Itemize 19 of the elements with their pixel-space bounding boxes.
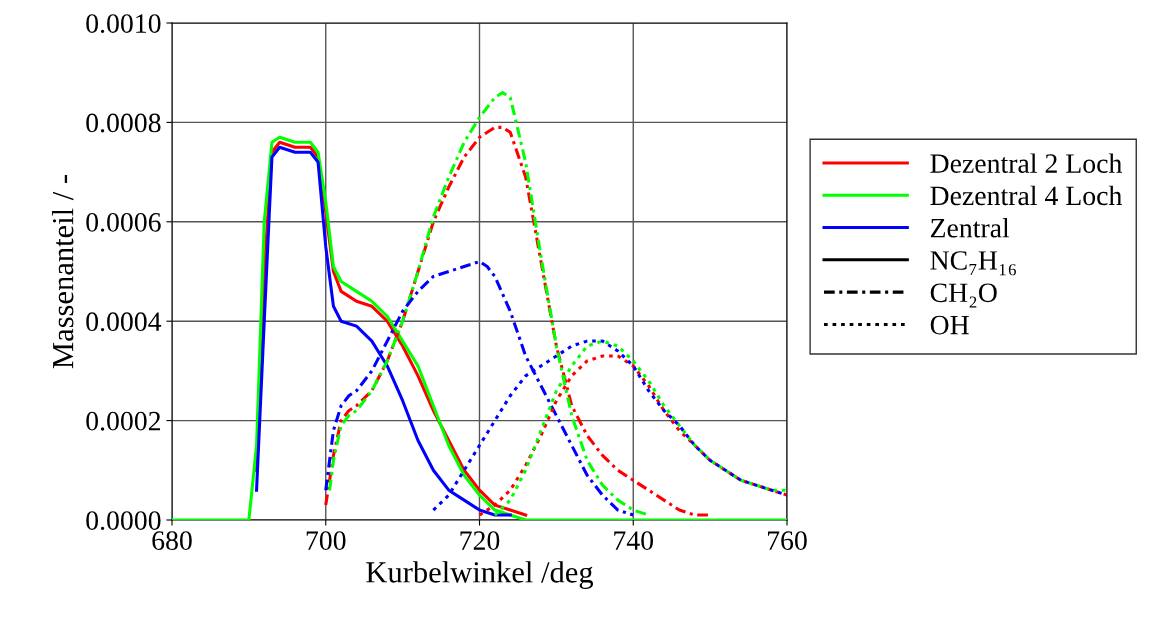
y-tick-label: 0.0004: [86, 312, 162, 332]
y-axis-title: Massenanteil / -: [51, 175, 74, 369]
y-tick-label: 0.0006: [86, 212, 161, 232]
y-tick-label: 0.0008: [86, 113, 161, 133]
x-tick-label: 720: [460, 531, 500, 550]
legend-label: Zentral: [930, 217, 1010, 238]
legend-label: Dezentral 4 Loch: [930, 185, 1122, 206]
legend-label: NC₇H₁₆: [930, 251, 1016, 276]
x-tick-label: 680: [152, 531, 192, 550]
x-tick-label: 700: [306, 531, 346, 550]
y-tick-label: 0.0000: [86, 511, 161, 531]
legend-label: Dezentral 2 Loch: [930, 153, 1122, 173]
x-axis-title: Kurbelwinkel /deg: [366, 561, 594, 589]
x-tick-label: 760: [768, 531, 807, 550]
y-tick-label: 0.0002: [86, 411, 161, 431]
y-tick-label: 0.0010: [86, 14, 161, 34]
legend-label: OH: [930, 315, 969, 335]
legend-label: CH₂O: [930, 283, 997, 308]
x-tick-label: 740: [614, 531, 654, 550]
